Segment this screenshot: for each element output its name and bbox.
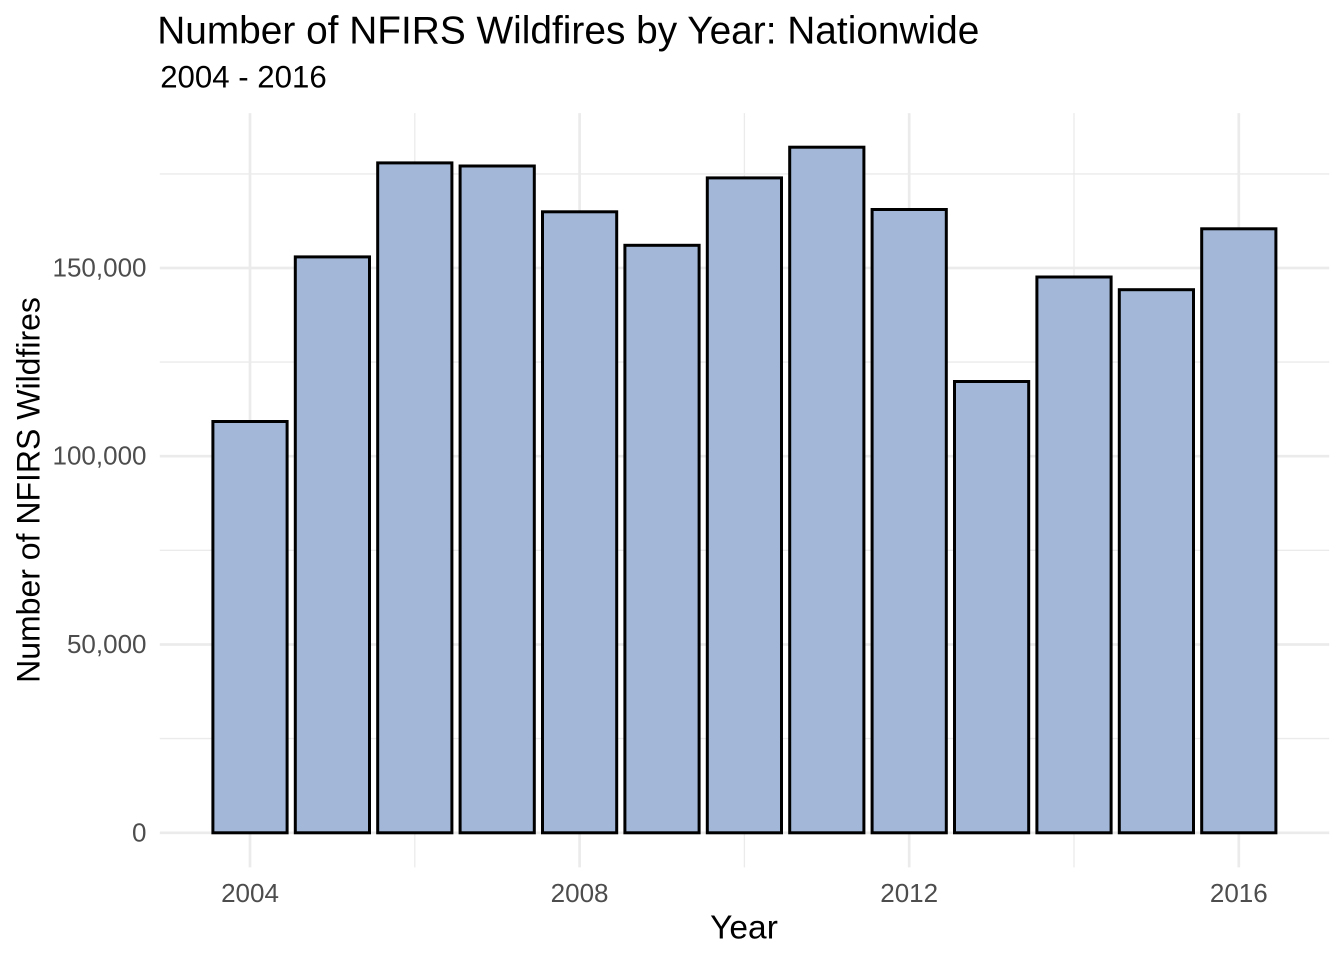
svg-text:2012: 2012	[880, 878, 938, 908]
svg-text:150,000: 150,000	[53, 252, 147, 282]
svg-text:Year: Year	[710, 910, 778, 947]
svg-text:2016: 2016	[1210, 878, 1268, 908]
svg-text:0: 0	[132, 817, 146, 847]
svg-text:50,000: 50,000	[67, 629, 147, 659]
svg-text:Number of NFIRS Wildfires: Number of NFIRS Wildfires	[10, 297, 46, 683]
svg-text:100,000: 100,000	[53, 441, 147, 471]
svg-text:Number of NFIRS Wildfires by Y: Number of NFIRS Wildfires by Year: Natio…	[157, 10, 979, 53]
svg-text:2004 - 2016: 2004 - 2016	[160, 60, 326, 95]
svg-text:2004: 2004	[221, 878, 279, 908]
svg-text:2008: 2008	[551, 878, 609, 908]
